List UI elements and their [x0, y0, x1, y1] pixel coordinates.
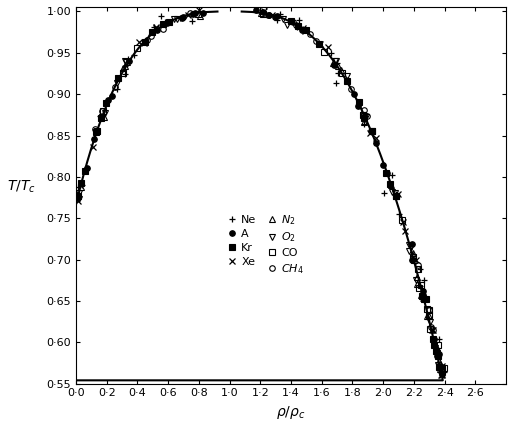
Y-axis label: $T/T_c$: $T/T_c$: [7, 179, 36, 196]
Legend: Ne, A, Kr, Xe, $N_2$, $O_2$, CO, $CH_4$: Ne, A, Kr, Xe, $N_2$, $O_2$, CO, $CH_4$: [224, 208, 308, 280]
X-axis label: $\rho/\rho_c$: $\rho/\rho_c$: [277, 404, 306, 421]
